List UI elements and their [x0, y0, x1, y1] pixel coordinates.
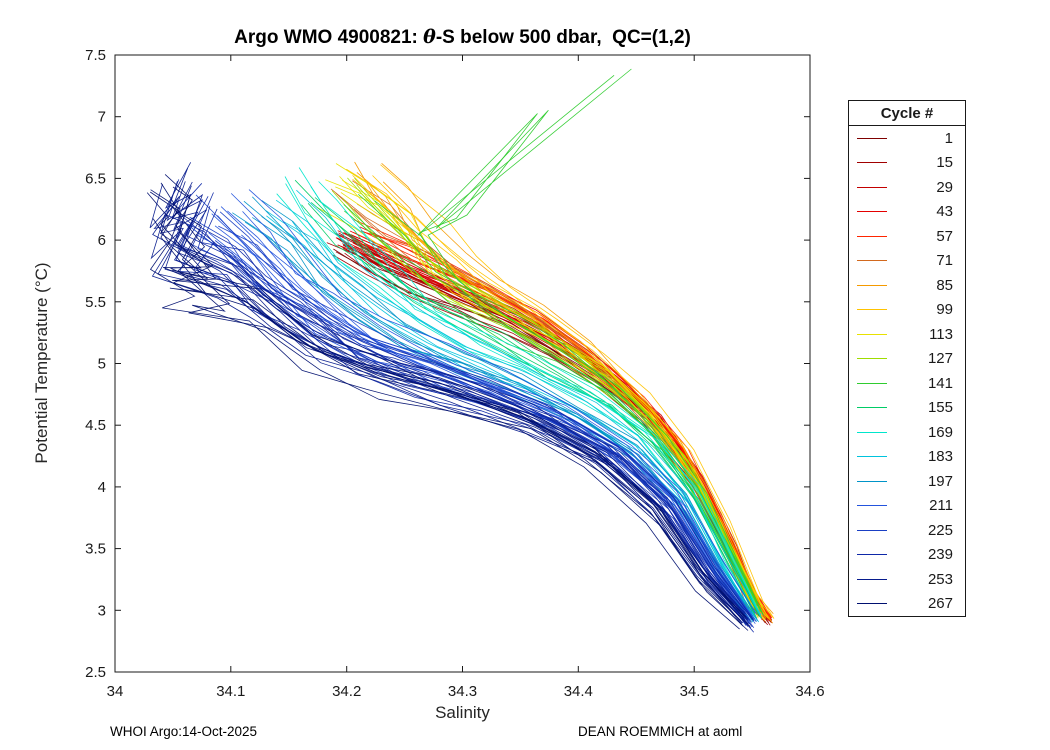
legend-line-swatch: [857, 431, 887, 433]
legend-entry: 183: [849, 445, 965, 470]
legend-line-swatch: [857, 407, 887, 409]
svg-text:5: 5: [98, 356, 106, 373]
legend-entry: 71: [849, 249, 965, 274]
svg-text:3.5: 3.5: [85, 541, 106, 558]
legend-line-swatch: [857, 382, 887, 384]
svg-text:4.5: 4.5: [85, 417, 106, 434]
legend-line-swatch: [857, 260, 887, 262]
legend-entry-label: 253: [927, 570, 953, 588]
svg-text:34.4: 34.4: [564, 683, 593, 700]
legend-entry-label: 71: [936, 252, 953, 270]
legend-line-swatch: [857, 529, 887, 531]
legend-entry-label: 57: [936, 227, 953, 245]
legend-entry-label: 99: [936, 301, 953, 319]
chart-title-pre: Argo WMO 4900821:: [234, 27, 424, 48]
legend-entry-label: 211: [929, 497, 953, 515]
legend-line-swatch: [857, 309, 887, 311]
svg-text:3: 3: [98, 602, 106, 619]
legend-line-swatch: [857, 505, 887, 507]
legend-entry: 15: [849, 151, 965, 176]
legend-entry: 57: [849, 224, 965, 249]
legend-rows: 1 15 29 43 57 71 85 99 113 127 141 155 169 183 197 211 2…: [849, 126, 965, 616]
legend-entry-label: 113: [929, 325, 953, 343]
legend-entry: 43: [849, 200, 965, 225]
legend-entry: 155: [849, 396, 965, 421]
legend-line-swatch: [857, 284, 887, 286]
svg-text:5.5: 5.5: [85, 294, 106, 311]
legend-entry-label: 85: [936, 276, 953, 294]
legend-entry-label: 141: [927, 374, 953, 392]
legend-entry-label: 43: [936, 203, 953, 221]
legend-entry: 267: [849, 592, 965, 617]
legend-line-swatch: [857, 358, 887, 360]
svg-text:34.6: 34.6: [795, 683, 824, 700]
legend-title: Cycle #: [849, 101, 965, 126]
legend-entry-label: 155: [927, 399, 953, 417]
legend-line-swatch: [857, 137, 887, 139]
svg-text:34.2: 34.2: [332, 683, 361, 700]
svg-text:34.3: 34.3: [448, 683, 477, 700]
legend-entry: 1: [849, 126, 965, 151]
svg-text:6.5: 6.5: [85, 170, 106, 187]
svg-text:34.1: 34.1: [216, 683, 245, 700]
legend-entry: 225: [849, 518, 965, 543]
legend-line-swatch: [857, 333, 887, 335]
legend-entry: 113: [849, 322, 965, 347]
footer-right-text: DEAN ROEMMICH at aoml: [578, 724, 743, 739]
legend-entry-label: 197: [927, 472, 953, 490]
legend-line-swatch: [857, 554, 887, 556]
svg-text:6: 6: [98, 232, 106, 249]
legend-entry: 239: [849, 543, 965, 568]
legend-entry: 253: [849, 567, 965, 592]
legend-line-swatch: [857, 578, 887, 580]
legend-entry-label: 127: [927, 350, 953, 368]
footer-left-text: WHOI Argo:14-Oct-2025: [110, 724, 258, 739]
legend-line-swatch: [857, 186, 887, 188]
legend-line-swatch: [857, 603, 887, 605]
legend-entry: 169: [849, 420, 965, 445]
legend-entry: 99: [849, 298, 965, 323]
legend-entry-label: 225: [927, 521, 953, 539]
legend-entry-label: 15: [936, 154, 953, 172]
svg-text:7.5: 7.5: [85, 47, 106, 64]
legend-line-swatch: [857, 162, 887, 164]
legend-line-swatch: [857, 456, 887, 458]
svg-text:2.5: 2.5: [85, 664, 106, 681]
legend-entry: 127: [849, 347, 965, 372]
legend-entry-label: 267: [927, 595, 953, 613]
chart-title-theta: θ: [423, 26, 436, 48]
legend-entry: 29: [849, 175, 965, 200]
legend-entry: 85: [849, 273, 965, 298]
svg-text:7: 7: [98, 109, 106, 126]
legend-entry-label: 29: [936, 178, 953, 196]
legend-line-swatch: [857, 235, 887, 237]
chart-title: Argo WMO 4900821: θ-S below 500 dbar, QC…: [115, 26, 810, 49]
chart-title-post: -S below 500 dbar, QC=(1,2): [435, 27, 691, 48]
svg-text:4: 4: [98, 479, 106, 496]
x-axis-label: Salinity: [435, 703, 490, 722]
legend-entry-label: 239: [927, 546, 953, 564]
legend-entry: 197: [849, 469, 965, 494]
legend-entry: 211: [849, 494, 965, 519]
legend: Cycle # 1 15 29 43 57 71 85 99 113 127 141 155 169 18…: [848, 100, 966, 617]
legend-entry-label: 1: [944, 129, 953, 147]
legend-entry-label: 183: [927, 448, 953, 466]
svg-text:34: 34: [107, 683, 124, 700]
legend-line-swatch: [857, 211, 887, 213]
legend-entry: 141: [849, 371, 965, 396]
legend-entry-label: 169: [927, 423, 953, 441]
legend-line-swatch: [857, 480, 887, 482]
svg-text:34.5: 34.5: [680, 683, 709, 700]
